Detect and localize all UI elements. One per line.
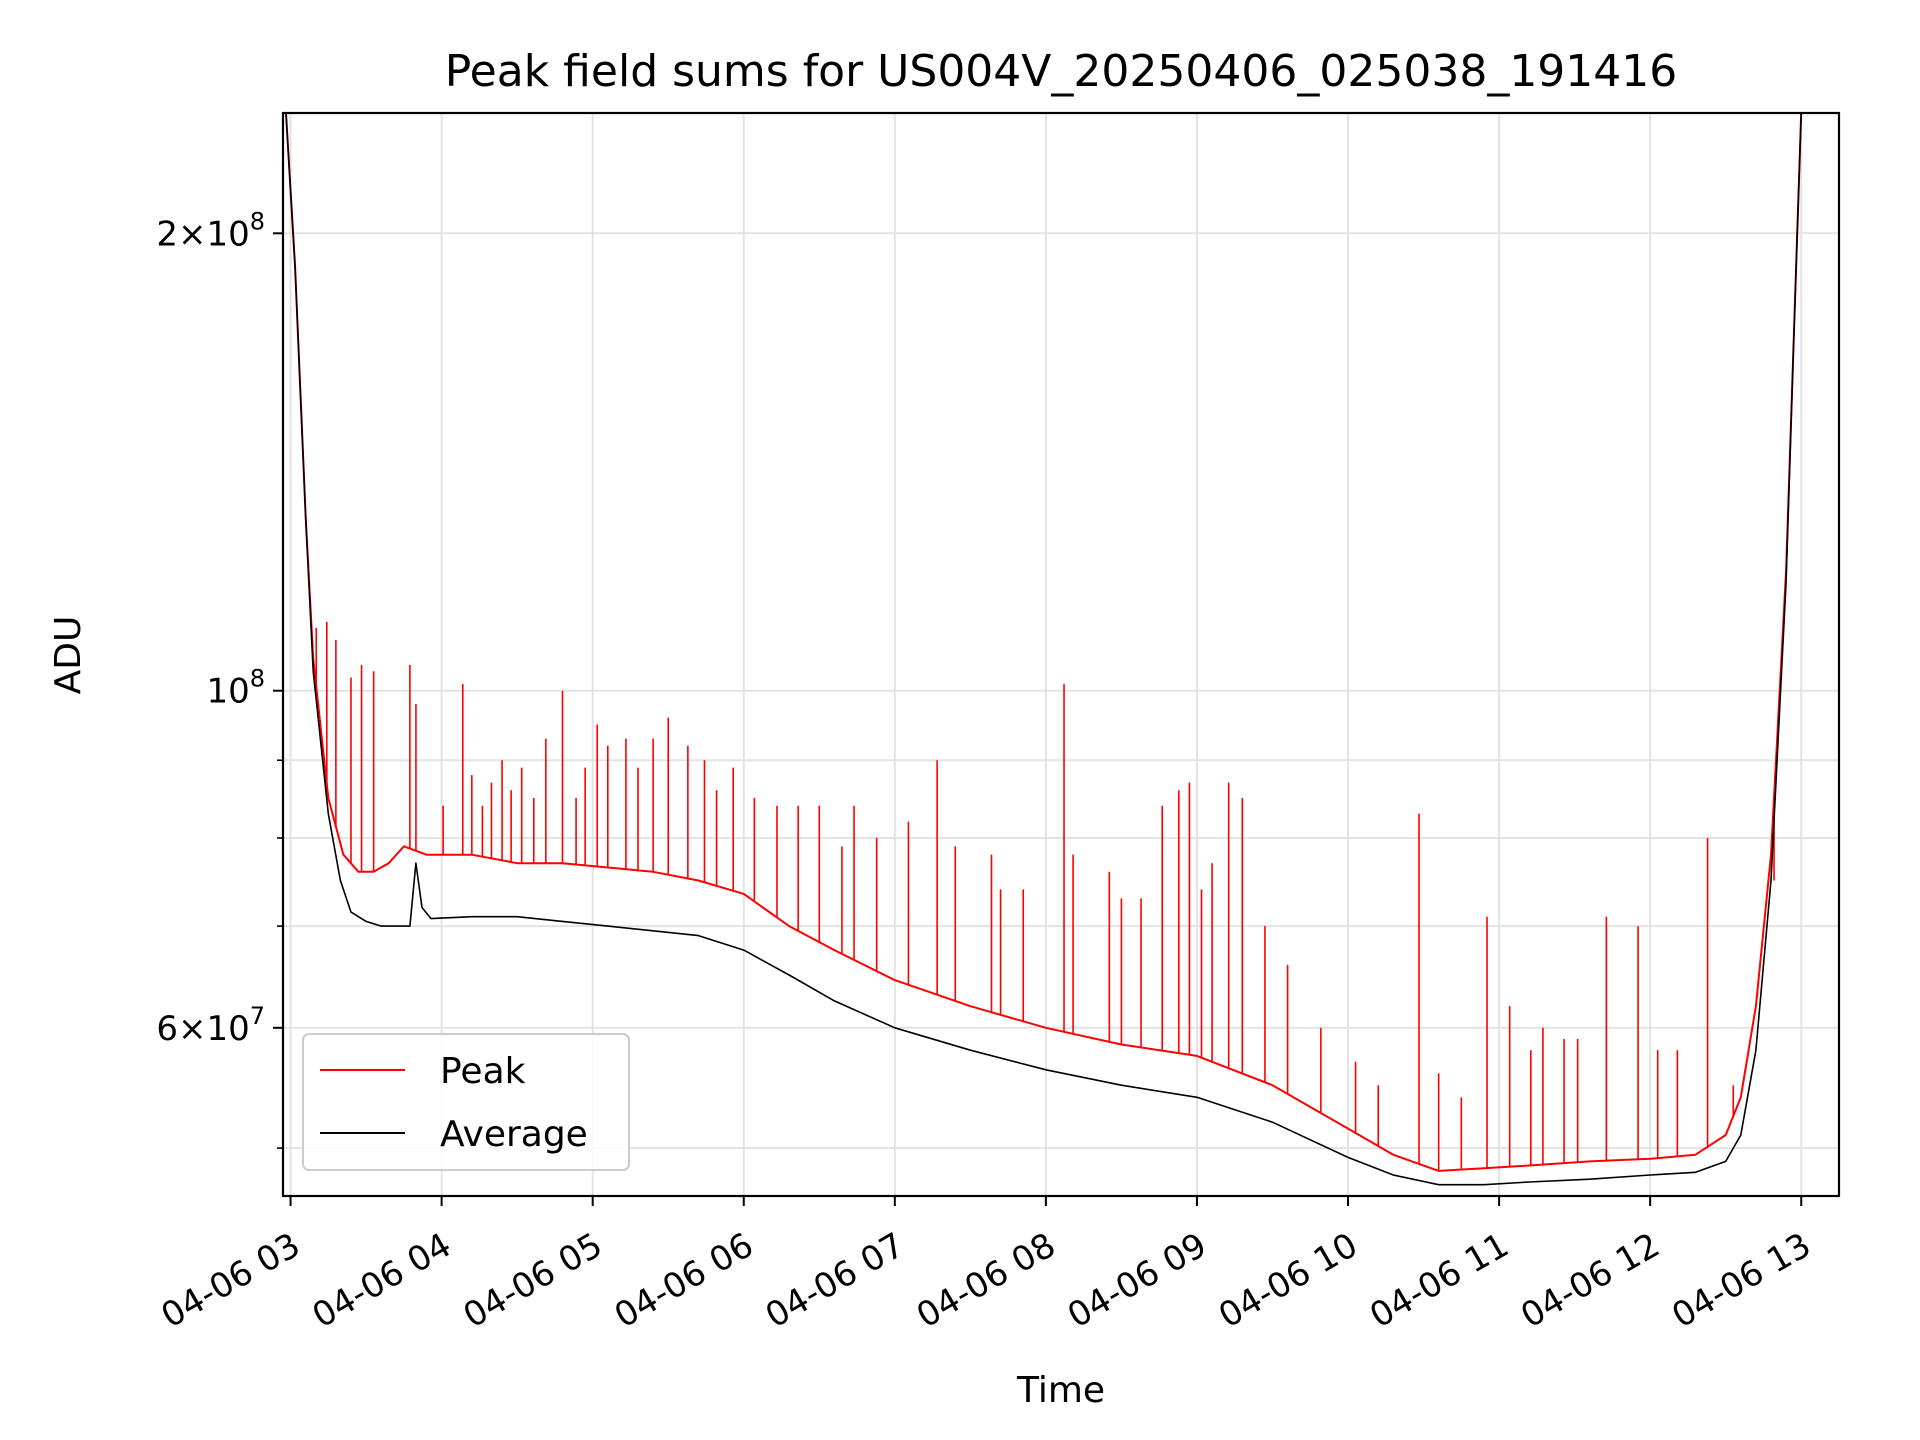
series-average-line [285,113,1802,1186]
y-axis-label: ADU [48,616,89,695]
x-tick-label: 04-06 04 [306,1225,458,1336]
x-tick-label: 04-06 07 [759,1225,911,1336]
plot-frame [281,111,1841,1198]
y-tick-label: 2×108 [156,207,265,254]
x-tick-label: 04-06 06 [608,1225,760,1336]
legend: Peak Average [302,1033,630,1171]
legend-label-average: Average [440,1114,588,1155]
x-tick-label: 04-06 10 [1212,1225,1364,1336]
legend-label-peak: Peak [440,1051,526,1092]
chart-title: Peak field sums for US004V_20250406_0250… [445,46,1678,97]
x-tick-label: 04-06 09 [1061,1225,1213,1336]
x-tick-label: 04-06 03 [155,1225,307,1336]
x-axis-label: Time [1016,1370,1105,1411]
x-tick-label: 04-06 11 [1363,1225,1515,1336]
x-tick-label: 04-06 13 [1665,1225,1817,1336]
x-tick-label: 04-06 05 [457,1225,609,1336]
y-tick-label: 6×107 [156,1002,265,1049]
x-tick-label: 04-06 12 [1514,1225,1666,1336]
series-layer [285,113,1803,1186]
legend-box [302,1033,630,1171]
series-peak-line [285,113,1803,1172]
x-tick-label: 04-06 08 [910,1225,1062,1336]
y-tick-label: 108 [206,665,265,712]
